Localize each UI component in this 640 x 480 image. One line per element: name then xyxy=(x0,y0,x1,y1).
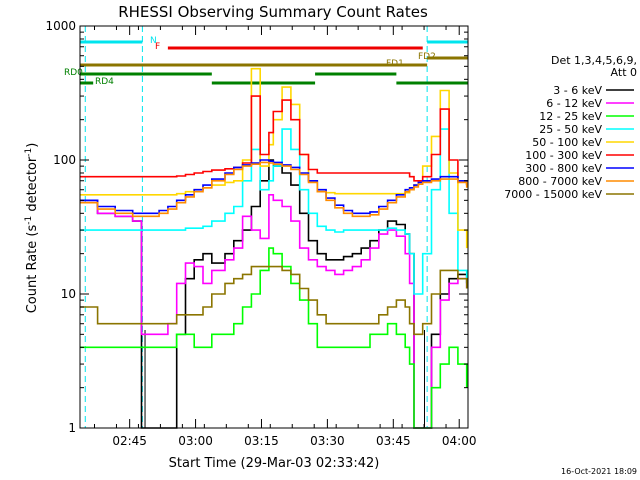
legend-entry-label: 25 - 50 keV xyxy=(539,123,602,136)
segment-label-RD4: RD4 xyxy=(95,77,114,87)
legend-entry-label: 50 - 100 keV xyxy=(532,136,602,149)
series-lines xyxy=(80,67,468,429)
segment-label-F: F xyxy=(155,42,160,52)
segment-label-RD0: RD0 xyxy=(64,68,83,78)
y-tick-label: 1 xyxy=(68,421,76,435)
legend-entry-label: 6 - 12 keV xyxy=(546,97,602,110)
segment-label-N: N xyxy=(150,36,157,46)
chart-title: RHESSI Observing Summary Count Rates xyxy=(118,3,428,21)
series-line-2 xyxy=(80,247,468,429)
time-markers xyxy=(84,26,469,428)
x-tick-label: 03:00 xyxy=(178,434,213,448)
y-axis-label-end: ) xyxy=(25,143,40,148)
series-line-7 xyxy=(80,161,468,218)
segment-label-FD2: FD2 xyxy=(418,52,436,62)
legend-header-line-2: Att 0 xyxy=(611,66,637,79)
x-axis: 02:45 03:00 03:15 03:30 03:45 04:00 xyxy=(94,26,477,448)
y-tick-label: 10 xyxy=(61,287,76,301)
series-line-3 xyxy=(80,128,468,295)
y-tick-label: 100 xyxy=(53,153,76,167)
plot-frame xyxy=(79,25,469,429)
y-axis-label-sup1: -1 xyxy=(24,216,34,225)
x-tick-label: 02:45 xyxy=(112,434,147,448)
legend-header-line-1: Det 1,3,4,5,6,9, xyxy=(551,54,637,67)
legend-entry-label: 100 - 300 keV xyxy=(525,149,602,162)
y-tick-label: 1000 xyxy=(45,19,76,33)
legend-entry-label: 7000 - 15000 keV xyxy=(504,188,602,201)
observing-segments: NF FD1 FD2 RD0 RD4 xyxy=(64,36,468,87)
y-axis-label: Count Rate (s-1 detector-1) xyxy=(24,143,40,314)
legend-entry-label: 800 - 7000 keV xyxy=(518,175,602,188)
footer-date: 16-Oct-2021 18:09 xyxy=(561,467,637,476)
series-line-5 xyxy=(80,95,468,186)
x-tick-label: 03:45 xyxy=(376,434,411,448)
legend-entry-label: 3 - 6 keV xyxy=(553,84,602,97)
x-tick-label: 03:15 xyxy=(244,434,279,448)
legend-entry-label: 12 - 25 keV xyxy=(539,110,602,123)
legend-entry-label: 300 - 800 keV xyxy=(525,162,602,175)
y-axis-label-mid: detector xyxy=(25,156,40,216)
series-line-1 xyxy=(80,194,468,429)
x-tick-label: 04:00 xyxy=(442,434,477,448)
y-axis: 1 10 100 1000 xyxy=(45,19,468,435)
segment-label-FD1: FD1 xyxy=(386,59,404,69)
y-axis-label-sup2: -1 xyxy=(24,148,34,157)
x-tick-label: 03:30 xyxy=(310,434,345,448)
series-line-8 xyxy=(80,265,468,336)
x-axis-label: Start Time (29-Mar-03 02:33:42) xyxy=(169,456,380,471)
y-axis-label-main: Count Rate (s xyxy=(25,225,40,314)
